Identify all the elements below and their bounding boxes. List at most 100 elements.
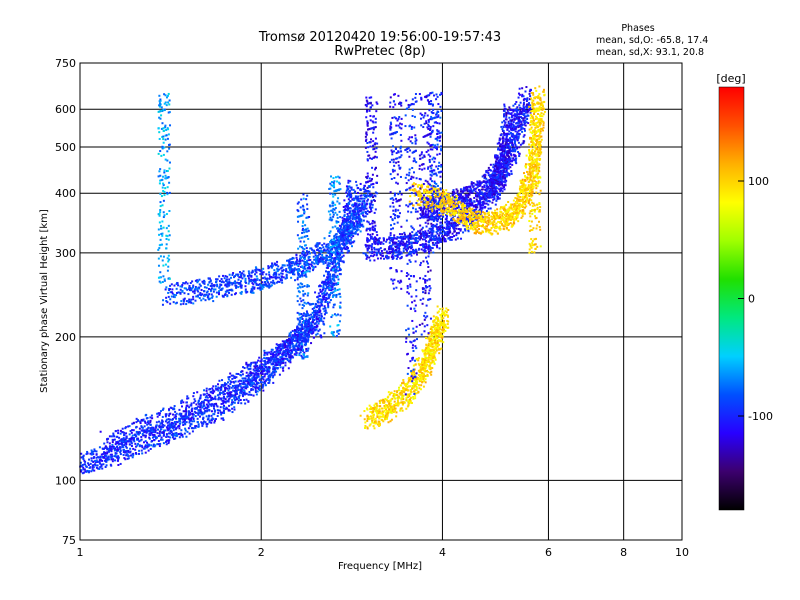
trace-point (434, 224, 437, 227)
trace-point (190, 408, 193, 411)
trace-point (214, 281, 217, 284)
trace-point (250, 389, 253, 392)
trace-point (183, 419, 186, 422)
trace-point (331, 275, 334, 278)
trace-point (315, 245, 318, 248)
trace-point (343, 246, 346, 249)
trace-point (251, 286, 254, 289)
trace-point (364, 203, 367, 206)
trace-point (309, 258, 312, 261)
trace-point (221, 379, 224, 382)
trace-point (165, 443, 168, 446)
trace-point (342, 261, 345, 264)
trace-point (233, 395, 236, 398)
trace-point (465, 216, 468, 219)
trace-point (276, 276, 279, 279)
trace-point (178, 436, 181, 439)
trace-point (182, 300, 185, 303)
trace-point (263, 354, 266, 357)
trace-point (527, 114, 530, 117)
trace-point (106, 448, 109, 451)
trace-point (426, 215, 429, 218)
trace-point (477, 212, 480, 215)
trace-point (349, 232, 352, 235)
trace-point (344, 247, 347, 250)
trace-point (267, 361, 270, 364)
trace-point (369, 254, 372, 257)
trace-point (263, 375, 266, 378)
trace-point (229, 383, 232, 386)
trace-point (386, 252, 389, 255)
trace-point (324, 287, 327, 290)
trace-point (106, 459, 109, 462)
trace-point (227, 394, 230, 397)
trace-point (185, 401, 188, 404)
trace-point (126, 457, 129, 460)
trace-point (198, 411, 201, 414)
trace-point (340, 237, 343, 240)
trace-point (253, 377, 256, 380)
trace-point (256, 375, 259, 378)
trace-point (447, 233, 450, 236)
trace-point (389, 239, 392, 242)
trace-point (472, 211, 475, 214)
trace-point (321, 260, 324, 263)
trace-point (296, 326, 299, 329)
trace-point (270, 350, 273, 353)
trace-point (226, 381, 229, 384)
trace-point (147, 420, 150, 423)
trace-point (347, 192, 350, 195)
trace-point (249, 365, 252, 368)
trace-point (287, 342, 290, 345)
trace-point (248, 274, 251, 277)
trace-point (255, 393, 258, 396)
trace-point (220, 417, 223, 420)
trace-point (214, 418, 217, 421)
trace-point (174, 302, 177, 305)
trace-point (328, 281, 331, 284)
trace-point (232, 394, 235, 397)
trace-point (451, 236, 454, 239)
trace-point (176, 282, 179, 285)
trace-point (167, 440, 170, 443)
trace-point (121, 445, 124, 448)
trace-point (263, 276, 266, 279)
trace-point (325, 245, 328, 248)
trace-point (178, 413, 181, 416)
trace-point (273, 367, 276, 370)
trace-point (252, 361, 255, 364)
trace-point (290, 336, 293, 339)
trace-point (514, 155, 517, 158)
trace-point (220, 283, 223, 286)
trace-point (245, 361, 248, 364)
trace-point (325, 270, 328, 273)
trace-point (170, 425, 173, 428)
trace-point (173, 284, 176, 287)
trace-point (516, 139, 519, 142)
trace-point (355, 184, 358, 187)
trace-point (301, 333, 304, 336)
trace-point (294, 339, 297, 342)
trace-point (515, 162, 518, 165)
trace-point (122, 441, 125, 444)
trace-point (164, 413, 167, 416)
trace-point (292, 257, 295, 260)
trace-point (239, 282, 242, 285)
trace-point (346, 251, 349, 254)
trace-point (316, 260, 319, 263)
trace-point (170, 295, 173, 298)
trace-point (276, 354, 279, 357)
trace-point (237, 274, 240, 277)
trace-point (246, 364, 249, 367)
trace-point (133, 433, 136, 436)
trace-point (219, 393, 222, 396)
trace-point (304, 344, 307, 347)
trace-point (112, 438, 115, 441)
trace-point (491, 196, 494, 199)
trace-point (257, 368, 260, 371)
trace-point (165, 296, 168, 299)
trace-point (134, 448, 137, 451)
trace-point (208, 421, 211, 424)
trace-point (267, 370, 270, 373)
trace-point (428, 239, 431, 242)
